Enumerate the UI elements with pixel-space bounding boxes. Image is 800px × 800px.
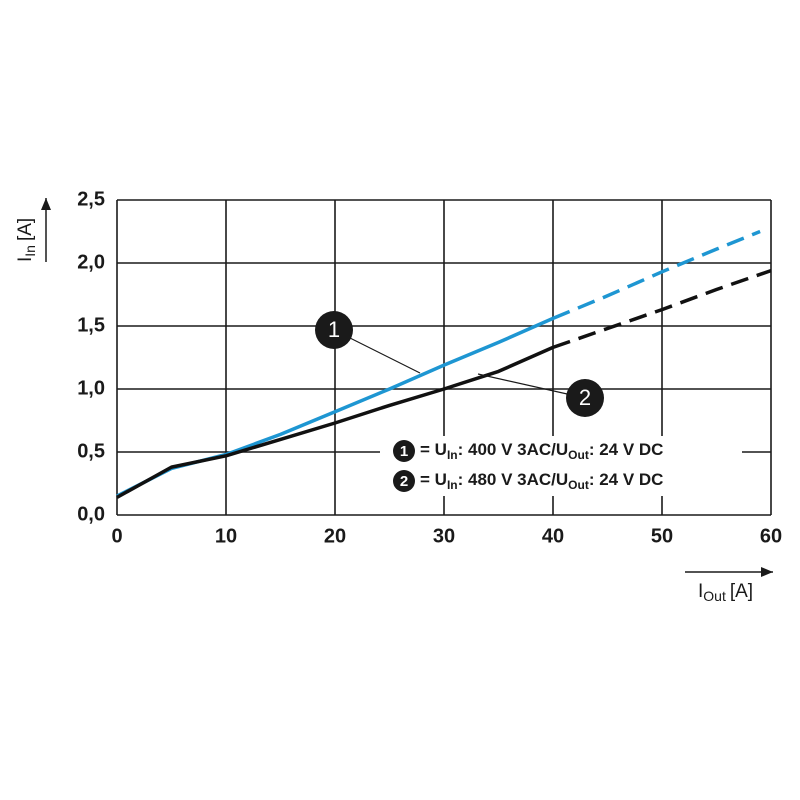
legend-subscript: Out	[568, 448, 589, 462]
legend-marker	[393, 440, 415, 462]
legend-marker	[393, 470, 415, 492]
legend-label: = UIn: 480 V 3AC/UOut: 24 V DC	[420, 470, 663, 492]
series-line-dashed	[552, 268, 772, 350]
axis-label-symbol: I	[698, 581, 703, 602]
x-tick-label: 60	[760, 525, 782, 547]
x-tick-label: 10	[215, 525, 237, 547]
axis-label-subscript: Out	[703, 588, 726, 604]
axis-arrowhead	[761, 567, 773, 577]
x-axis-label: IOut [A]	[698, 581, 753, 604]
y-tick-label: 0,0	[77, 503, 105, 525]
y-tick-label: 2,5	[77, 188, 105, 210]
axis-label-subscript: In	[22, 245, 38, 257]
y-tick-label: 1,0	[77, 377, 105, 399]
legend-text: : 480 V 3AC/U	[458, 470, 569, 489]
axis-label-symbol: I	[15, 257, 36, 262]
legend-text: : 24 V DC	[589, 470, 664, 489]
legend-text: : 400 V 3AC/U	[458, 440, 569, 459]
x-tick-label: 40	[542, 525, 564, 547]
series-line	[116, 345, 554, 499]
legend-text: = U	[420, 440, 447, 459]
legend-subscript: In	[447, 478, 458, 492]
callout-marker	[315, 311, 353, 349]
x-tick-label: 20	[324, 525, 346, 547]
legend-marker-number: 1	[400, 443, 408, 460]
y-axis-label: IIn [A]	[15, 218, 38, 262]
legend-subscript: In	[447, 448, 458, 462]
legend-text: : 24 V DC	[589, 440, 664, 459]
legend-box	[380, 436, 742, 496]
series-line-dashed	[552, 229, 761, 321]
x-tick-label: 0	[111, 525, 122, 547]
callout-number: 1	[328, 317, 340, 342]
y-tick-label: 2,0	[77, 251, 105, 273]
axis-label-unit: [A]	[15, 218, 36, 241]
axis-label-unit: [A]	[730, 581, 753, 602]
legend-subscript: Out	[568, 478, 589, 492]
callout-marker	[566, 379, 604, 417]
legend-label: = UIn: 400 V 3AC/UOut: 24 V DC	[420, 440, 663, 462]
x-tick-label: 30	[433, 525, 455, 547]
x-tick-label: 50	[651, 525, 673, 547]
y-tick-label: 0,5	[77, 440, 105, 462]
axis-arrowhead	[41, 198, 51, 210]
callout-number: 2	[579, 385, 591, 410]
legend-marker-number: 2	[400, 473, 408, 490]
legend-text: = U	[420, 470, 447, 489]
y-tick-label: 1,5	[77, 314, 105, 336]
